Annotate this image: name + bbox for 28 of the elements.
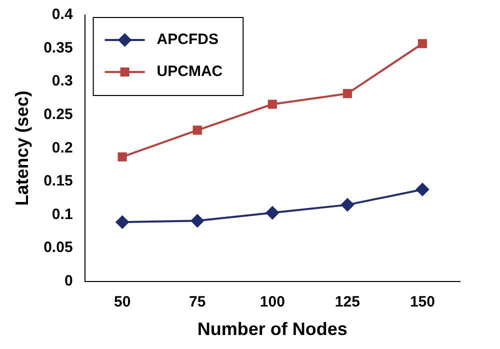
y-axis-title: Latency (sec) [12, 90, 32, 206]
y-tick-label: 0.3 [52, 72, 73, 90]
x-tick-label: 100 [260, 294, 285, 311]
y-tick-label: 0.05 [44, 239, 73, 256]
point [118, 152, 127, 162]
legend-label: UPCMAC [156, 63, 223, 80]
y-tick-label: 0.35 [44, 39, 73, 56]
x-tick-label: 50 [114, 294, 131, 311]
x-axis-title: Number of Nodes [197, 319, 348, 340]
x-tick-label: 75 [189, 294, 206, 311]
point [268, 100, 277, 109]
point [340, 198, 354, 212]
y-tick-label: 0.15 [44, 172, 73, 190]
x-tick-label: 150 [410, 294, 435, 311]
y-tick-label: 0.25 [44, 106, 73, 124]
point [192, 126, 202, 135]
x-tick-label: 125 [334, 294, 360, 311]
point [342, 89, 352, 98]
y-tick-label: 0.4 [52, 6, 74, 24]
y-tick-label: 0.2 [52, 139, 73, 156]
y-tick-label: 0 [64, 272, 73, 290]
legend-label: APCFDS [156, 31, 218, 48]
point [190, 214, 204, 228]
y-tick-label: 0.1 [52, 206, 73, 223]
point [416, 182, 429, 196]
point [116, 216, 129, 229]
point [266, 206, 279, 220]
point [418, 39, 428, 48]
